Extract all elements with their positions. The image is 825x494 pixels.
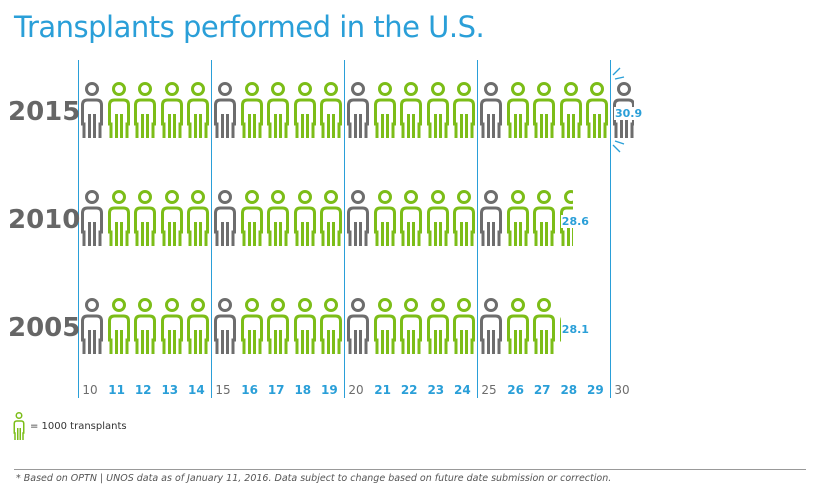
person-icon [346,80,370,140]
tick-label-20: 20 [348,383,364,397]
tick-label-21: 21 [374,383,391,397]
person-icon [479,80,503,140]
tick-label-23: 23 [427,383,445,397]
person-icon [319,188,343,248]
person-icon [107,80,131,140]
person-icon [240,188,264,248]
person-icon [133,80,157,140]
person-icon [532,80,556,140]
tick-label-30: 30 [614,383,630,397]
footnote-divider [14,469,806,470]
person-icon [426,80,450,140]
person-icon [240,80,264,140]
person-icon [266,188,290,248]
tick-label-26: 26 [507,383,524,397]
person-icon [399,296,423,356]
person-icon [506,296,530,356]
chart-title: Transplants performed in the U.S. [14,10,485,44]
person-icon [532,188,556,248]
tick-label-11: 11 [108,383,125,397]
tick-label-29: 29 [587,383,604,397]
gridline-10 [78,60,79,398]
person-icon [213,296,237,356]
person-icon [80,296,104,356]
person-icon [266,296,290,356]
person-icon [186,296,210,356]
legend-text: = 1000 transplants [30,421,127,432]
person-icon [426,296,450,356]
person-icon [240,296,264,356]
person-icon [506,188,530,248]
person-icon [160,296,184,356]
person-icon [186,188,210,248]
tick-label-16: 16 [241,383,258,397]
person-icon [293,80,317,140]
person-icon [373,188,397,248]
tick-label-17: 17 [267,383,285,397]
person-icon [506,80,530,140]
person-icon [426,188,450,248]
tick-label-12: 12 [134,383,152,397]
year-label-2010: 2010 [8,205,81,235]
value-label-2005: 28.1 [560,323,590,336]
person-icon [452,80,476,140]
footnote: * Based on OPTN | UNOS data as of Januar… [16,473,612,484]
person-icon [80,80,104,140]
person-icon [479,296,503,356]
tick-label-13: 13 [161,383,179,397]
person-icon [346,188,370,248]
gridline-25 [477,60,478,398]
person-icon [213,80,237,140]
legend-person-icon [13,411,25,445]
tick-label-19: 19 [321,383,338,397]
person-icon [399,80,423,140]
person-icon [133,188,157,248]
person-icon [559,80,583,140]
highlight-burst-icon [612,67,625,153]
person-icon [346,296,370,356]
tick-label-15: 15 [215,383,231,397]
year-label-2015: 2015 [8,97,81,127]
person-icon [532,296,556,356]
person-icon [399,188,423,248]
tick-label-27: 27 [533,383,551,397]
person-icon [479,188,503,248]
value-label-2010: 28.6 [560,215,590,228]
person-icon [452,188,476,248]
value-label-2015: 30.9 [614,107,644,120]
person-icon [80,188,104,248]
person-icon [373,80,397,140]
person-icon [133,296,157,356]
person-icon [452,296,476,356]
tick-label-14: 14 [188,383,205,397]
gridline-30 [610,60,611,398]
tick-label-25: 25 [481,383,497,397]
person-icon [107,296,131,356]
gridline-15 [211,60,212,398]
person-icon [319,296,343,356]
year-label-2005: 2005 [8,313,81,343]
tick-label-22: 22 [400,383,418,397]
person-icon [293,296,317,356]
tick-label-18: 18 [294,383,312,397]
gridline-20 [344,60,345,398]
person-icon [266,80,290,140]
person-icon [186,80,210,140]
tick-label-10: 10 [82,383,98,397]
person-icon [585,80,609,140]
person-icon [107,188,131,248]
person-icon [213,188,237,248]
tick-label-28: 28 [560,383,578,397]
person-icon [293,188,317,248]
person-icon [160,80,184,140]
person-icon [373,296,397,356]
person-icon [319,80,343,140]
person-icon [160,188,184,248]
tick-label-24: 24 [454,383,471,397]
